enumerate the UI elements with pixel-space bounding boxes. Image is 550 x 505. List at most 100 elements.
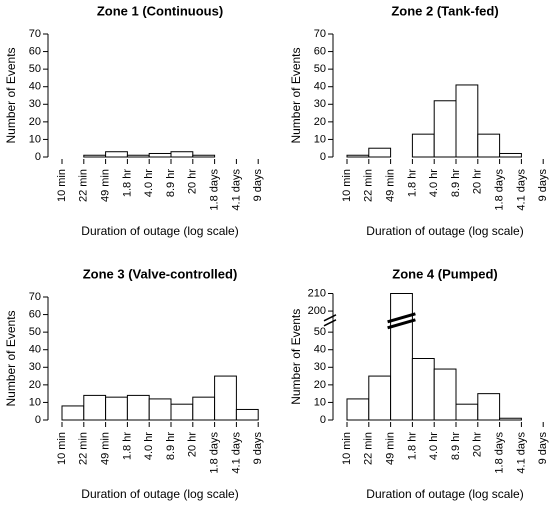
bar-break [387, 318, 416, 330]
x-tick-label: 1.8 days [209, 432, 221, 474]
x-tick-label: 22 min [78, 432, 90, 465]
bar [148, 152, 172, 158]
x-axis-label: Duration of outage (log scale) [366, 224, 523, 238]
bar [455, 403, 479, 421]
y-tick-label: 60 [29, 45, 41, 57]
x-tick-label: 10 min [341, 169, 353, 202]
y-tick-label: 20 [29, 379, 41, 391]
bar [455, 84, 479, 158]
x-tick-label: 1.8 hr [406, 432, 418, 460]
x-tick-label: 4.0 hr [428, 169, 440, 197]
x-tick-label: 22 min [363, 432, 375, 465]
x-tick-label: 9 days [537, 169, 549, 202]
y-tick-label: 200 [308, 305, 326, 317]
y-tick-label: 50 [314, 326, 326, 338]
x-tick-label: 1.8 days [209, 169, 221, 211]
bar [126, 154, 150, 158]
bar [170, 403, 194, 421]
x-tick-label: 4.1 days [515, 169, 527, 211]
y-tick-label: 70 [314, 28, 326, 40]
x-tick-label: 4.1 days [230, 169, 242, 211]
y-tick-label: 40 [314, 344, 326, 356]
panel-title: Zone 3 (Valve-controlled) [83, 266, 238, 281]
x-tick-label: 20 hr [472, 169, 484, 194]
x-axis-label: Duration of outage (log scale) [81, 487, 238, 501]
x-tick-label: 1.8 hr [121, 432, 133, 460]
bar [83, 394, 107, 421]
x-tick-label: 10 min [341, 432, 353, 465]
x-tick-label: 9 days [537, 432, 549, 465]
x-tick-label: 20 hr [472, 432, 484, 457]
bar [390, 293, 413, 421]
y-tick-label: 10 [29, 133, 41, 145]
bar [105, 151, 128, 158]
x-tick-label: 1.8 days [494, 432, 506, 474]
y-tick-label: 30 [314, 361, 326, 373]
bar [368, 375, 392, 421]
x-tick-label: 49 min [100, 169, 112, 202]
bar [346, 154, 370, 158]
bar [411, 358, 435, 421]
y-tick-label: 10 [314, 396, 326, 408]
x-axis-label: Duration of outage (log scale) [366, 487, 523, 501]
bar [433, 100, 457, 158]
y-tick-label: 30 [29, 361, 41, 373]
y-tick-label: 60 [29, 308, 41, 320]
x-tick-label: 8.9 hr [165, 169, 177, 197]
y-axis-label: Number of Events [4, 310, 18, 406]
bar [411, 133, 435, 158]
x-tick-label: 4.1 days [230, 432, 242, 474]
bar [477, 133, 501, 158]
axis-break [323, 314, 337, 322]
bar [83, 154, 107, 158]
x-tick-label: 4.0 hr [428, 432, 440, 460]
y-axis-label: Number of Events [289, 309, 303, 405]
bar [170, 151, 194, 158]
bar [61, 405, 85, 421]
x-tick-label: 4.1 days [515, 432, 527, 474]
x-tick-label: 8.9 hr [450, 432, 462, 460]
y-tick-label: 50 [29, 63, 41, 75]
bar [126, 394, 150, 421]
x-tick-label: 49 min [385, 432, 397, 465]
y-tick-label: 50 [314, 63, 326, 75]
panel-title: Zone 2 (Tank-fed) [391, 3, 498, 18]
bar [214, 375, 237, 421]
axis-break [323, 319, 337, 327]
x-tick-label: 22 min [363, 169, 375, 202]
x-tick-label: 10 min [56, 169, 68, 202]
bar [192, 396, 216, 421]
x-tick-label: 1.8 hr [121, 169, 133, 197]
y-tick-label: 40 [314, 81, 326, 93]
x-tick-label: 20 hr [187, 432, 199, 457]
bar [346, 398, 370, 421]
y-tick-label: 20 [314, 116, 326, 128]
x-tick-label: 10 min [56, 432, 68, 465]
x-tick-label: 1.8 days [494, 169, 506, 211]
y-tick-label: 0 [320, 151, 326, 163]
x-tick-label: 1.8 hr [406, 169, 418, 197]
y-tick-label: 0 [35, 414, 41, 426]
x-tick-label: 4.0 hr [143, 169, 155, 197]
x-tick-label: 9 days [252, 432, 264, 465]
y-tick-label: 70 [29, 28, 41, 40]
y-tick-label: 60 [314, 45, 326, 57]
bar [105, 396, 128, 421]
bar [433, 368, 457, 421]
bar [499, 152, 522, 158]
x-tick-label: 49 min [100, 432, 112, 465]
panel-title: Zone 4 (Pumped) [392, 266, 497, 281]
bar [148, 398, 172, 421]
x-tick-label: 8.9 hr [165, 432, 177, 460]
x-tick-label: 4.0 hr [143, 432, 155, 460]
y-tick-label: 20 [314, 379, 326, 391]
bar [192, 154, 216, 158]
y-axis-label: Number of Events [4, 47, 18, 143]
y-tick-label: 10 [314, 133, 326, 145]
y-tick-label: 0 [35, 151, 41, 163]
y-tick-label: 30 [29, 98, 41, 110]
y-tick-label: 210 [308, 287, 326, 299]
x-axis-label: Duration of outage (log scale) [81, 224, 238, 238]
y-tick-label: 40 [29, 81, 41, 93]
x-tick-label: 49 min [385, 169, 397, 202]
